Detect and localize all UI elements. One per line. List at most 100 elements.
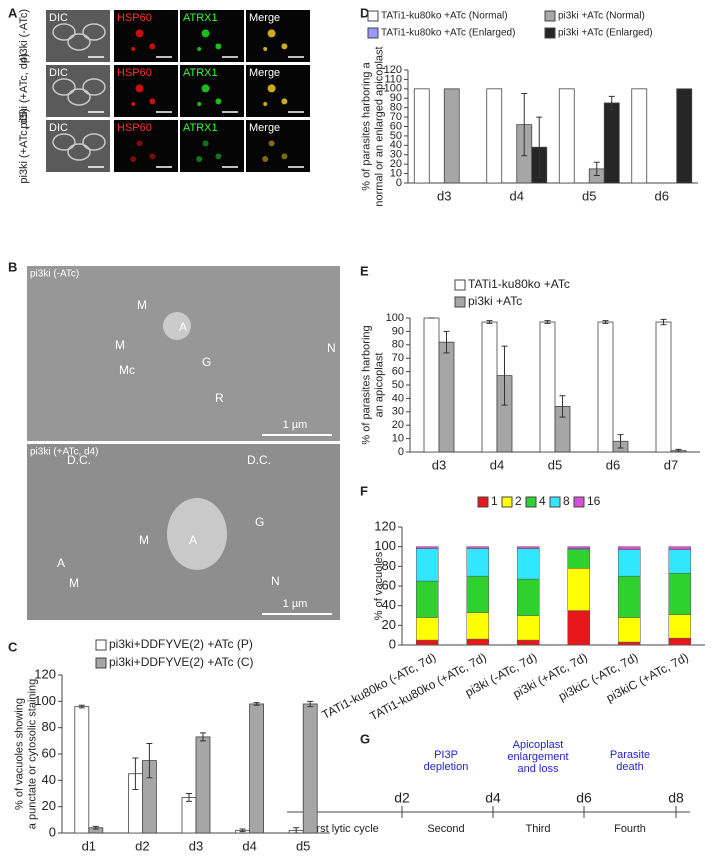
bar-segment	[567, 546, 590, 549]
legend-label: TATi1-ku80ko +ATc (Enlarged)	[381, 28, 515, 39]
panel-letter: E	[360, 263, 369, 278]
y-tick-label: 70	[392, 352, 404, 364]
bar-segment	[618, 575, 641, 618]
bar-segment	[466, 546, 489, 549]
signal	[262, 156, 269, 162]
error-bar	[253, 702, 260, 706]
legend-label: 1	[491, 494, 498, 508]
y-tick-label: 20	[390, 158, 402, 170]
cell-outline	[67, 33, 91, 51]
micrograph	[46, 65, 110, 117]
micrograph	[114, 120, 178, 172]
error-bar	[486, 320, 493, 324]
error-bar	[239, 828, 246, 833]
structure-label: G	[255, 515, 264, 529]
legend-label: 16	[587, 494, 601, 508]
y-tick-label: 60	[392, 366, 404, 378]
x-tick-label: d4	[510, 188, 524, 203]
signal	[149, 98, 156, 105]
signal	[268, 140, 275, 147]
legend-label: pi3ki +ATc	[468, 294, 522, 308]
legend-swatch	[544, 10, 556, 22]
bar-segment	[466, 612, 489, 640]
x-tick-label: d4	[490, 457, 504, 472]
bar	[655, 321, 672, 453]
panel-letter: C	[8, 639, 18, 654]
signal	[263, 102, 268, 106]
legend-label: TATi1-ku80ko +ATc (Normal)	[381, 11, 508, 22]
signal	[202, 140, 209, 147]
bar-segment	[668, 546, 691, 550]
y-tick-label: 80	[390, 102, 402, 114]
bar	[249, 703, 265, 834]
error-bar	[78, 704, 85, 709]
cell-outline	[67, 88, 91, 106]
column-label: ATRX1	[183, 12, 218, 24]
legend-label: 8	[563, 494, 570, 508]
y-tick-label: 40	[392, 392, 404, 404]
y-tick-label: 90	[390, 92, 402, 104]
bar-segment	[517, 546, 540, 549]
x-tick-label: d5	[548, 457, 562, 472]
signal	[281, 153, 288, 160]
bar-segment	[567, 610, 590, 646]
error-bar	[536, 116, 543, 178]
legend-label: TATi1-ku80ko +ATc	[468, 277, 570, 291]
signal	[267, 84, 276, 93]
event-label: depletion	[424, 761, 469, 773]
day-label: d4	[485, 790, 501, 806]
error-bar	[559, 395, 566, 418]
column-label: ATRX1	[183, 122, 218, 134]
bar	[195, 736, 211, 834]
legend-label: pi3ki +ATc (Enlarged)	[558, 28, 653, 39]
y-tick-label: 30	[390, 149, 402, 161]
bar-segment	[567, 568, 590, 611]
legend-label: 4	[539, 494, 546, 508]
x-tick-label: d3	[189, 838, 203, 853]
x-tick-label: d5	[296, 838, 310, 853]
y-axis-label: % of vacuoles	[373, 551, 385, 620]
structure-label: N	[327, 341, 336, 355]
signal	[267, 29, 276, 38]
legend-swatch	[454, 296, 466, 308]
signal	[130, 156, 137, 162]
bar-segment	[668, 637, 691, 646]
bar	[302, 703, 318, 834]
legend-swatch	[549, 496, 561, 508]
micrograph	[180, 10, 244, 62]
day-label: d8	[668, 790, 684, 806]
bar	[481, 321, 498, 453]
legend-label: 2	[515, 494, 522, 508]
cell-outline	[52, 23, 76, 41]
column-label: DIC	[49, 122, 68, 134]
signal	[136, 140, 143, 147]
y-tick-label: 110	[384, 73, 402, 85]
y-tick-label: 50	[392, 379, 404, 391]
error-bar	[146, 742, 153, 779]
event-label: death	[616, 761, 644, 773]
signal	[201, 29, 210, 38]
y-tick-label: 80	[392, 339, 404, 351]
error-bar	[307, 700, 314, 708]
signal	[197, 47, 202, 51]
legend-swatch	[367, 27, 379, 39]
x-tick-label: d3	[432, 457, 446, 472]
signal	[215, 98, 222, 105]
organelle	[163, 312, 191, 340]
y-axis-label: % of parasites harboring a	[360, 61, 372, 190]
bar	[181, 797, 197, 834]
y-axis-label: % of vacuoles showing	[13, 698, 25, 810]
y-tick-label: 120	[374, 518, 396, 533]
legend-swatch	[525, 496, 537, 508]
event-label: Parasite	[610, 749, 650, 761]
signal	[281, 98, 288, 105]
phase-label: Third	[525, 823, 550, 835]
error-bar	[608, 95, 615, 111]
signal	[215, 153, 222, 160]
bar	[413, 88, 430, 184]
y-tick-label: 20	[392, 419, 404, 431]
bar-segment	[618, 641, 641, 646]
micrograph	[114, 10, 178, 62]
y-tick-label: 100	[34, 693, 56, 708]
